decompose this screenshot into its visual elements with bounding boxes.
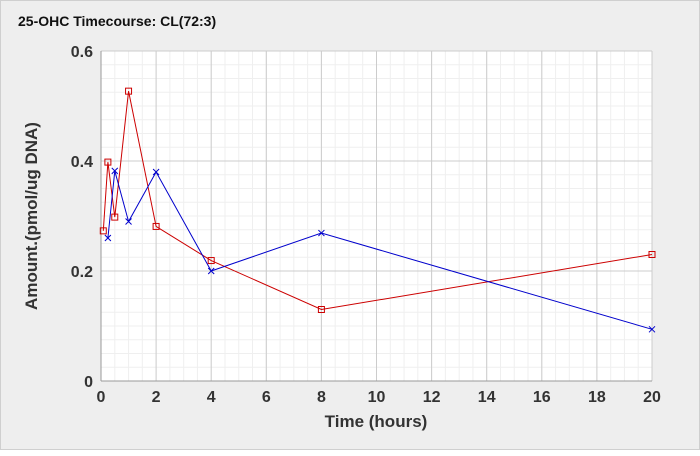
grid-lines <box>100 50 653 382</box>
data-point-square <box>152 222 160 230</box>
y-tick-label: 0 <box>84 374 93 391</box>
x-marker-stroke <box>207 267 215 275</box>
tick-labels: 0 2 4 6 8 10 12 14 16 18 20 0 0.2 0.4 0.6 <box>71 44 661 406</box>
chart-title: 25-OHC Timecourse: CL(72:3) <box>18 13 216 29</box>
data-point-x <box>111 167 119 175</box>
data-point-x <box>648 325 656 333</box>
axes <box>100 51 652 382</box>
data-point-square <box>111 213 119 221</box>
data-point-square <box>648 251 656 258</box>
series-line <box>102 91 653 311</box>
x-axis-title: Time (hours) <box>325 412 428 431</box>
x-tick-label: 20 <box>643 389 661 406</box>
data-point-x <box>104 234 112 242</box>
x-marker-stroke <box>152 168 160 176</box>
data-point-square <box>99 227 107 235</box>
y-axis-title: Amount.(pmol/ug DNA) <box>22 122 41 310</box>
data-point-x <box>125 218 132 225</box>
x-tick-label: 18 <box>588 389 606 406</box>
x-marker-stroke <box>111 167 119 175</box>
data-point-square <box>125 87 133 95</box>
series-2 <box>104 167 656 333</box>
x-marker-stroke <box>125 218 132 225</box>
x-marker-stroke <box>648 325 656 333</box>
x-tick-label: 4 <box>207 389 216 406</box>
data-series <box>99 87 656 333</box>
x-tick-label: 0 <box>97 389 106 406</box>
y-tick-label: 0.2 <box>71 264 93 281</box>
data-point-square <box>104 158 112 166</box>
x-tick-label: 10 <box>368 389 386 406</box>
x-marker-stroke <box>318 229 325 237</box>
data-point-square <box>317 306 325 313</box>
x-tick-label: 2 <box>152 389 161 406</box>
data-point-x <box>152 168 160 176</box>
data-point-x <box>207 267 215 275</box>
x-tick-label: 12 <box>423 389 441 406</box>
x-tick-label: 16 <box>533 389 551 406</box>
series-1 <box>99 87 656 313</box>
y-tick-label: 0.4 <box>71 154 93 171</box>
x-marker-stroke <box>104 234 112 242</box>
data-point-square <box>207 257 215 265</box>
y-tick-label: 0.6 <box>71 44 93 61</box>
x-tick-label: 14 <box>478 389 496 406</box>
x-tick-label: 6 <box>262 389 271 406</box>
data-point-x <box>318 229 325 237</box>
x-tick-label: 8 <box>317 389 326 406</box>
